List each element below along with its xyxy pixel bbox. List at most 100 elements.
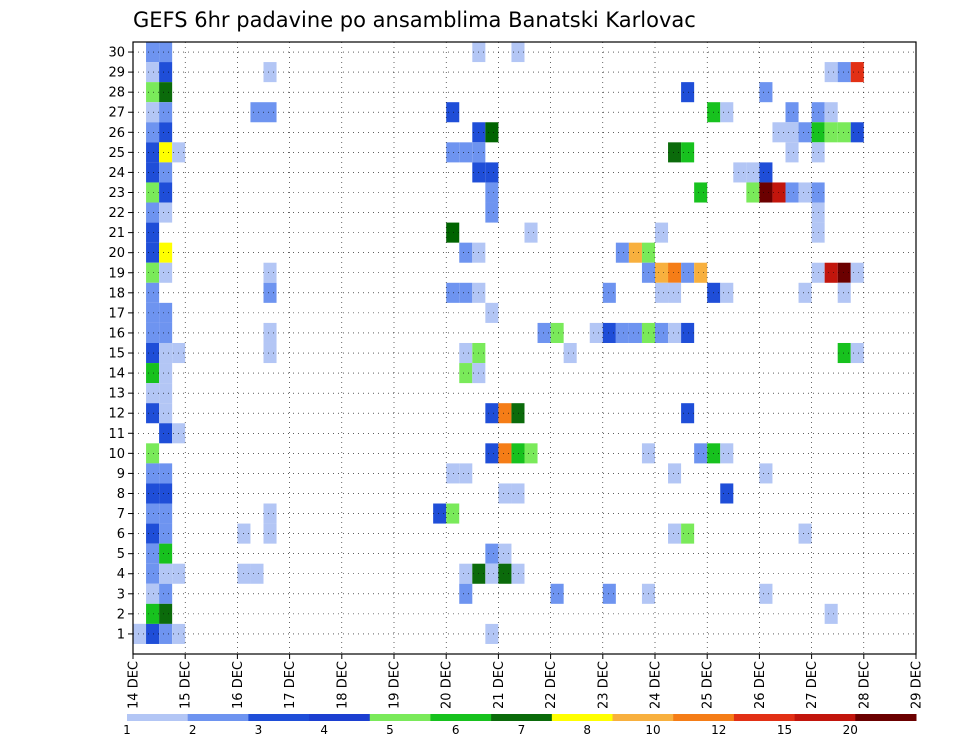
heatmap-cell — [785, 142, 799, 163]
heatmap-cell — [824, 102, 838, 123]
heatmap-cell — [146, 322, 160, 343]
heatmap-cell — [446, 282, 460, 303]
y-tick-label: 25 — [108, 146, 125, 161]
heatmap-cell — [159, 242, 173, 263]
colorbar-swatch — [612, 714, 674, 721]
heatmap-cell — [511, 42, 525, 63]
heatmap-cell — [850, 262, 864, 283]
heatmap-cell — [537, 322, 551, 343]
y-tick-label: 27 — [108, 106, 125, 121]
colorbar-swatch — [551, 714, 614, 721]
colorbar-swatch — [491, 714, 553, 721]
heatmap-cell — [589, 322, 603, 343]
y-tick-label: 24 — [108, 166, 125, 181]
heatmap-cell — [146, 142, 160, 163]
heatmap-cell — [628, 322, 642, 343]
heatmap-cell — [798, 523, 812, 544]
heatmap-cell — [681, 523, 695, 544]
heatmap-cell — [485, 182, 499, 203]
colorbar-label: 5 — [386, 723, 394, 737]
x-tick-label: 25 DEC — [701, 661, 716, 709]
heatmap-cell — [798, 282, 812, 303]
heatmap-cell — [146, 102, 160, 123]
x-tick-label: 28 DEC — [857, 661, 872, 709]
heatmap-cell — [498, 563, 512, 584]
heatmap-cell — [133, 623, 147, 644]
heatmap-cell — [263, 262, 277, 283]
heatmap-cell — [459, 583, 473, 604]
heatmap-cell — [615, 322, 629, 343]
heatmap-cell — [720, 102, 734, 123]
heatmap-cell — [446, 222, 460, 243]
colorbar-swatch — [309, 714, 371, 721]
heatmap-cell — [824, 62, 838, 83]
y-tick-label: 10 — [108, 447, 125, 462]
heatmap-cell — [263, 322, 277, 343]
heatmap-cell — [146, 543, 160, 564]
heatmap-cell — [159, 543, 173, 564]
heatmap-cell — [511, 483, 525, 504]
x-tick-label: 27 DEC — [805, 661, 820, 709]
heatmap-cell — [263, 342, 277, 364]
heatmap-cell — [837, 122, 851, 143]
y-tick-label: 16 — [108, 326, 125, 341]
heatmap-cell — [146, 202, 160, 223]
y-tick-label: 5 — [117, 547, 125, 562]
heatmap-cell — [146, 523, 160, 544]
heatmap-cell — [446, 503, 460, 524]
heatmap-cell — [159, 523, 173, 544]
y-tick-label: 4 — [117, 567, 125, 582]
y-tick-label: 1 — [117, 627, 125, 642]
heatmap-cell — [159, 342, 173, 364]
y-tick-label: 13 — [108, 387, 125, 402]
heatmap-cell — [668, 523, 682, 544]
y-tick-label: 6 — [117, 527, 125, 542]
heatmap-cell — [785, 122, 799, 143]
heatmap-cell — [733, 162, 747, 183]
heatmap-cell — [159, 102, 173, 123]
y-tick-label: 19 — [108, 266, 125, 281]
heatmap-cell — [524, 222, 538, 243]
y-tick-label: 18 — [108, 286, 125, 301]
heatmap-cell — [668, 282, 682, 303]
heatmap-cell — [146, 242, 160, 263]
y-tick-label: 22 — [108, 206, 125, 221]
colorbar-swatch — [187, 714, 249, 721]
heatmap-cell — [798, 122, 812, 143]
x-tick-label: 21 DEC — [492, 661, 507, 709]
heatmap-cell — [485, 443, 499, 464]
y-tick-label: 21 — [108, 226, 125, 241]
x-tick-label: 19 DEC — [388, 661, 403, 709]
heatmap-cell — [511, 403, 525, 424]
heatmap-cell — [720, 483, 734, 504]
heatmap-cell — [524, 443, 538, 464]
colorbar-swatch — [430, 714, 492, 721]
heatmap-cell — [511, 563, 525, 584]
heatmap-cell — [824, 262, 838, 283]
y-tick-label: 28 — [108, 86, 125, 101]
heatmap-cell — [146, 162, 160, 183]
x-tick-label: 18 DEC — [335, 661, 350, 709]
heatmap-cell — [668, 322, 682, 343]
heatmap-cell — [759, 162, 773, 183]
heatmap-cell — [159, 162, 173, 183]
heatmap-cell — [250, 102, 264, 123]
heatmap-cell — [681, 142, 695, 163]
heatmap-cell — [485, 623, 499, 644]
heatmap-cell — [159, 623, 173, 644]
heatmap-cell — [485, 403, 499, 424]
x-tick-label: 26 DEC — [753, 661, 768, 709]
y-tick-label: 9 — [117, 467, 125, 482]
heatmap-cell — [159, 483, 173, 504]
heatmap-cell — [746, 182, 760, 203]
colorbar-label: 15 — [777, 723, 792, 737]
heatmap-cell — [159, 42, 173, 63]
heatmap-cell — [681, 262, 695, 283]
heatmap-cell — [759, 583, 773, 604]
heatmap-cell — [146, 122, 160, 143]
heatmap-cell — [146, 383, 160, 404]
heatmap-cell — [146, 503, 160, 524]
heatmap-cell — [159, 302, 173, 323]
heatmap-cell — [615, 242, 629, 263]
